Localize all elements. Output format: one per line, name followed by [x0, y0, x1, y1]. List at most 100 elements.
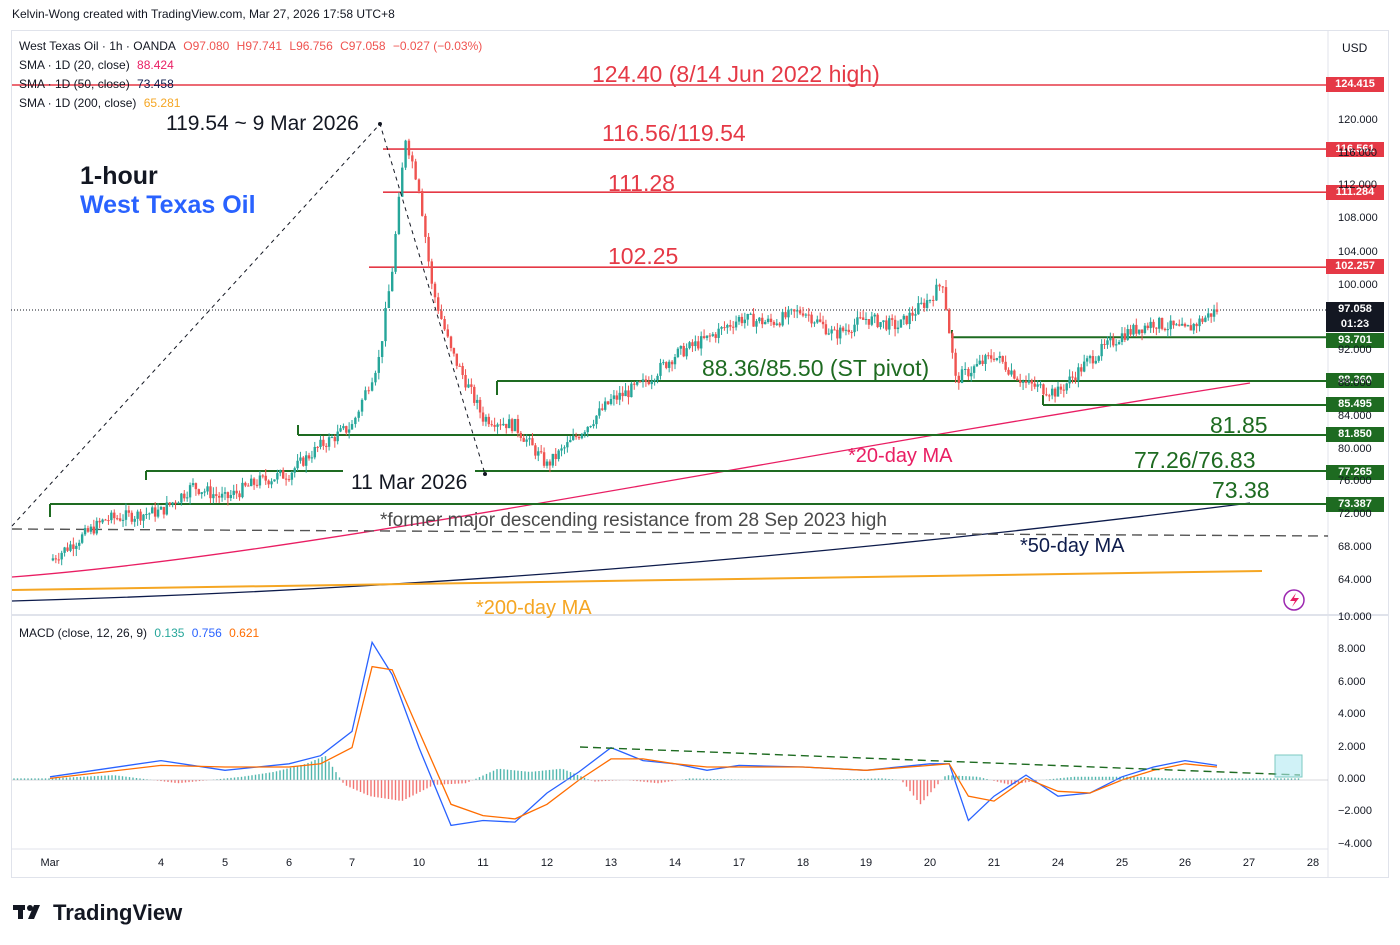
candle-body-229: [729, 325, 732, 327]
candle-body-272: [853, 324, 856, 333]
candle-body-206: [662, 362, 665, 364]
candle-body-321: [998, 356, 1002, 358]
macd-tick-label: −4.000: [1338, 837, 1372, 850]
candle-body-110: [374, 372, 377, 383]
candle-body-214: [685, 348, 688, 357]
candle-body-81: [287, 479, 291, 481]
legend-change: −0.027 (−0.03%): [392, 39, 483, 53]
currency-label[interactable]: USD: [1342, 41, 1368, 55]
candle-body-371: [1143, 325, 1147, 334]
candle-body-172: [563, 447, 566, 449]
candle-body-250: [790, 309, 793, 311]
candle-body-175: [571, 435, 575, 441]
candle-body-82: [290, 472, 294, 480]
candle-body-164: [539, 451, 543, 453]
candle-body-150: [499, 424, 502, 426]
price-tick-label: 68.000: [1338, 541, 1372, 553]
candle-body-66: [244, 482, 247, 486]
price-tick-label: 88.000: [1338, 377, 1372, 390]
candle-body-13: [89, 526, 93, 532]
candle-body-203: [653, 380, 656, 382]
candle-body-85: [299, 457, 302, 461]
macd-pane: [12, 640, 1328, 827]
candle-body-2: [57, 559, 60, 561]
candle-body-264: [830, 329, 833, 334]
candle-body-342: [1059, 386, 1063, 390]
candle-body-62: [232, 490, 235, 495]
candle-body-144: [481, 412, 485, 422]
candle-body-197: [635, 381, 639, 385]
candle-body-313: [975, 363, 979, 367]
candle-body-63: [235, 490, 238, 494]
candle-body-226: [720, 327, 723, 329]
candle-body-263: [827, 333, 830, 335]
legend-sma200-label: SMA · 1D (200, close): [19, 96, 137, 110]
legend-sma50-label: SMA · 1D (50, close): [19, 77, 130, 91]
candle-body-333: [1033, 383, 1036, 387]
candle-body-156: [516, 418, 520, 433]
candle-body-20: [110, 512, 113, 521]
candle-body-171: [560, 448, 563, 451]
callout-high-9-mar: 119.54 ~ 9 Mar 2026: [158, 111, 367, 137]
macd-tick-label: 0.000: [1338, 773, 1366, 785]
candle-body-389: [1195, 323, 1198, 327]
candle-body-328: [1018, 380, 1022, 383]
flash-icon-ring: [1283, 589, 1305, 611]
candle-body-252: [795, 310, 799, 312]
candle-body-224: [714, 334, 717, 338]
candle-body-105: [357, 411, 360, 418]
candle-body-100: [342, 426, 345, 429]
flash-icon[interactable]: [1283, 589, 1305, 611]
candle-body-352: [1088, 356, 1092, 359]
candle-body-41: [171, 502, 174, 505]
candle-body-317: [987, 355, 990, 357]
candle-body-5: [66, 547, 69, 551]
candle-body-233: [740, 316, 744, 324]
candle-body-347: [1074, 377, 1077, 381]
candle-body-49: [194, 483, 198, 490]
legend-macd-v1: 0.135: [154, 626, 185, 640]
candle-body-115: [391, 271, 394, 292]
label-50-day-ma: *50-day MA: [1020, 535, 1125, 557]
candle-body-346: [1071, 376, 1074, 378]
legend-symbol: West Texas Oil · 1h · OANDA: [19, 39, 176, 53]
candle-body-320: [995, 357, 999, 360]
candle-body-146: [487, 416, 491, 425]
price-label-countdown: 01:23: [1326, 317, 1384, 332]
candle-body-318: [989, 355, 993, 359]
candle-body-24: [121, 519, 125, 521]
candle-body-73: [264, 475, 267, 481]
candle-body-112: [380, 341, 384, 357]
candle-body-48: [191, 483, 195, 486]
candle-body-151: [502, 423, 505, 426]
candle-body-128: [433, 283, 437, 298]
price-tick-label: 72.000: [1338, 508, 1372, 521]
candle-body-9: [78, 542, 81, 546]
time-tick-label: 28: [1306, 857, 1320, 869]
candle-body-215: [688, 342, 691, 349]
candle-body-119: [404, 140, 407, 168]
candle-body-339: [1050, 388, 1054, 396]
candle-body-299: [932, 299, 935, 301]
candle-body-395: [1212, 309, 1216, 317]
candle-body-4: [63, 547, 66, 553]
candle-body-207: [665, 362, 668, 368]
macd-tick-label: 4.000: [1338, 708, 1366, 721]
candle-body-370: [1140, 329, 1144, 334]
candle-body-374: [1152, 321, 1155, 328]
label-resistance-102: 102.25: [608, 243, 679, 269]
candle-body-322: [1001, 356, 1004, 362]
candle-body-107: [364, 390, 367, 400]
time-tick-label: 11: [477, 857, 489, 869]
candle-body-326: [1013, 370, 1016, 379]
macd-tick-label: 2.000: [1338, 740, 1366, 753]
candle-body-364: [1123, 333, 1127, 340]
candle-body-93: [322, 439, 325, 446]
candle-body-174: [569, 440, 572, 443]
swing-high-point: [378, 122, 382, 126]
chart-frame: [11, 30, 1389, 878]
candle-body-240: [761, 317, 764, 325]
legend-sma200-value: 65.281: [143, 96, 181, 110]
candle-body-18: [104, 519, 107, 521]
